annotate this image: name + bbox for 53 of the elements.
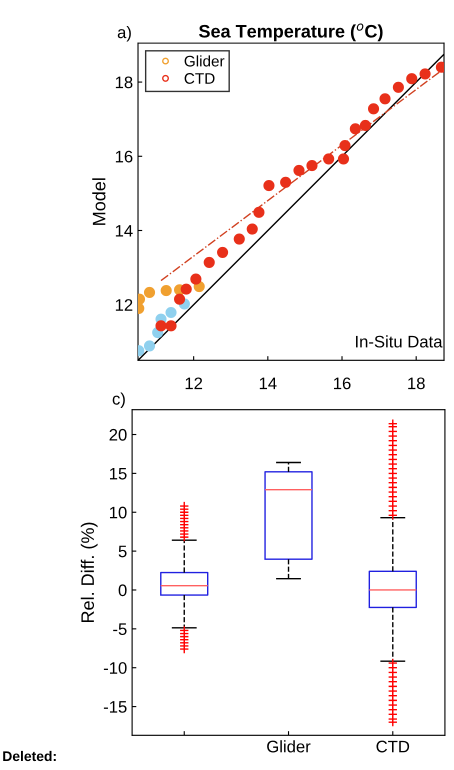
y-tick-label: 5 xyxy=(118,546,127,558)
point xyxy=(144,286,156,298)
y-tick-label: 18 xyxy=(116,76,132,88)
point xyxy=(323,153,334,164)
point xyxy=(234,233,245,245)
x-tick-label: 18 xyxy=(408,377,425,390)
point xyxy=(338,153,350,164)
point xyxy=(350,123,361,134)
y-tick-label: 16 xyxy=(116,150,132,162)
text: c) xyxy=(112,392,125,408)
y-axis-title: Rel. Diff. (%) xyxy=(80,522,98,622)
y-axis-title: Model xyxy=(92,178,106,225)
point xyxy=(293,164,305,176)
chart-title: Sea Temperature ($^{o}$C) xyxy=(199,23,383,42)
y-tick-label: 20 xyxy=(110,428,127,441)
point xyxy=(280,176,292,188)
x-tick-label: 12 xyxy=(186,377,202,390)
point xyxy=(190,274,202,285)
point xyxy=(246,223,258,235)
point xyxy=(217,246,228,258)
point xyxy=(160,285,172,296)
point xyxy=(339,140,351,152)
point xyxy=(144,340,156,352)
point xyxy=(360,120,371,132)
y-tick-label: 12 xyxy=(116,299,132,311)
point xyxy=(155,320,167,332)
point xyxy=(204,256,215,268)
point xyxy=(174,294,186,305)
point xyxy=(406,73,418,84)
text: a) xyxy=(118,26,131,42)
point xyxy=(165,306,177,318)
point xyxy=(263,180,274,192)
y-tick-label: 15 xyxy=(110,468,127,480)
point xyxy=(165,320,177,332)
text: Deleted: xyxy=(3,750,56,762)
x-axis-title: In-Situ Data xyxy=(356,335,442,348)
legend-label: Glider xyxy=(184,55,224,67)
x-tick-label: 14 xyxy=(260,378,277,390)
point xyxy=(420,68,431,80)
y-tick-label: -5 xyxy=(113,623,127,636)
x-tick-label: 16 xyxy=(334,377,351,390)
y-tick-label: 0 xyxy=(118,584,127,596)
point xyxy=(379,93,391,104)
point xyxy=(253,206,264,218)
y-tick-label: -10 xyxy=(104,662,127,674)
point xyxy=(306,160,318,172)
point xyxy=(368,103,380,114)
point xyxy=(180,284,192,295)
y-tick-label: 10 xyxy=(110,506,127,518)
y-tick-label: -15 xyxy=(104,701,127,713)
legend-label: CTD xyxy=(184,73,215,84)
point xyxy=(392,82,404,93)
y-tick-label: 14 xyxy=(116,225,133,237)
